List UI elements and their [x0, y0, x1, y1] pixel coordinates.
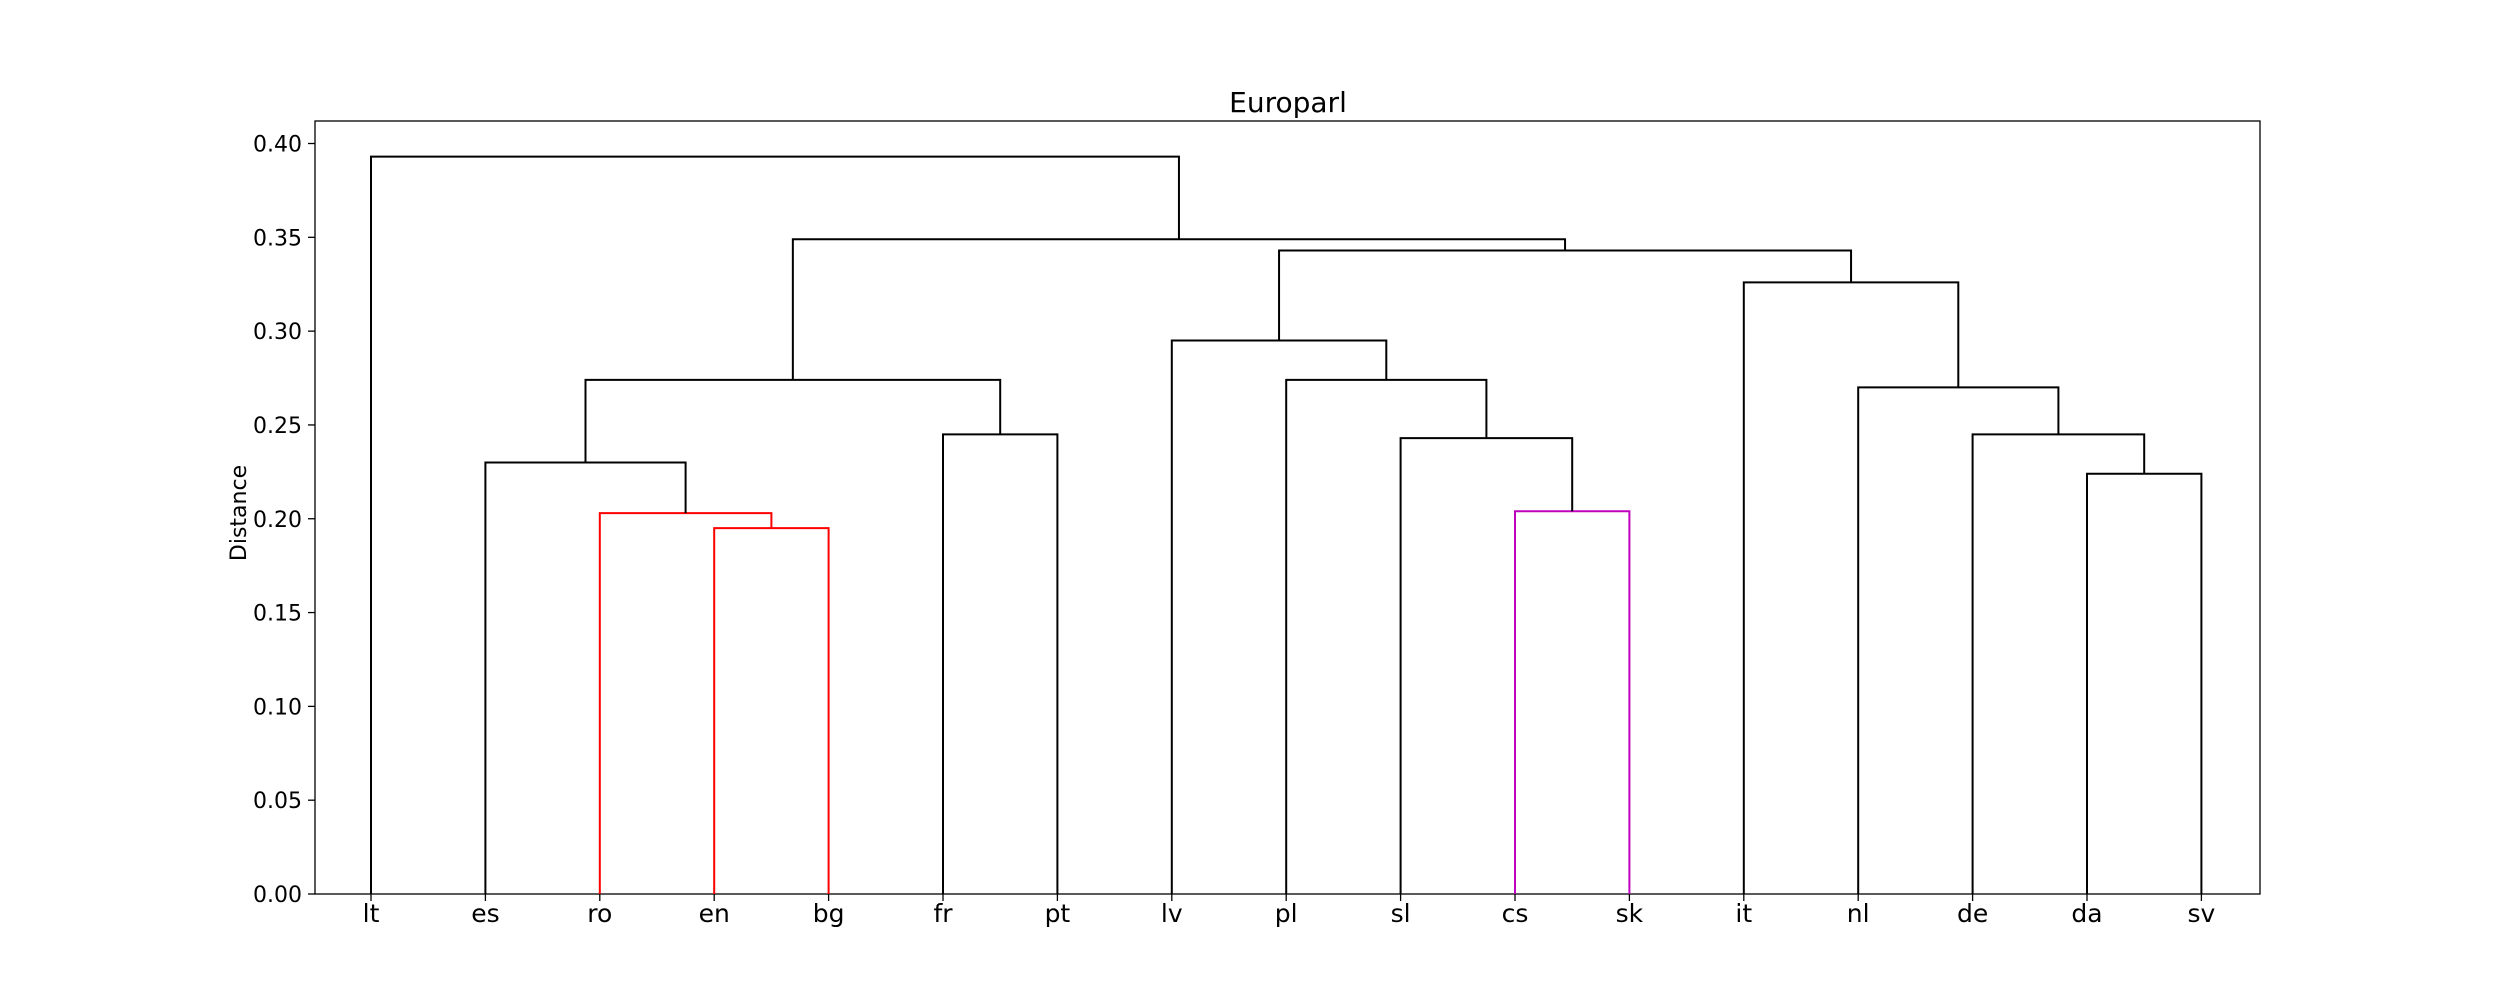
- link-es-ro-en-bg-fr-pt--lv-pl-sl-cs-sk-it-nl-de-da-sv: [791, 238, 1567, 380]
- leaf-label-cs: cs: [1502, 899, 1529, 928]
- link-nl--de-da-sv: [1857, 386, 2060, 894]
- leaf-label-da: da: [2071, 899, 2102, 928]
- link-es-ro-en-bg--fr-pt: [584, 378, 1002, 463]
- y-tick-label: 0.05: [253, 789, 302, 814]
- link-cs--sk: [1514, 510, 1631, 894]
- link-it--nl-de-da-sv: [1742, 281, 1960, 894]
- leaf-label-es: es: [471, 899, 499, 928]
- link-de--da-sv: [1971, 433, 2146, 894]
- leaf-label-pt: pt: [1045, 899, 1071, 928]
- leaf-label-lv: lv: [1161, 899, 1183, 928]
- chart-title: Europarl: [1229, 86, 1347, 119]
- link-lv--pl-sl-cs-sk: [1170, 339, 1388, 894]
- plot-area-frame: [314, 120, 2261, 895]
- link-da--sv: [2086, 472, 2203, 894]
- y-tick-label: 0.00: [253, 883, 302, 908]
- dendrogram-links: [370, 155, 2203, 894]
- y-tick-label: 0.10: [253, 695, 302, 720]
- link-en--bg: [713, 527, 830, 894]
- y-tick-label: 0.35: [253, 226, 302, 251]
- leaf-label-ro: ro: [587, 899, 612, 928]
- y-axis: 0.00 0.05 0.10 0.15 0.20 0.25 0.30 0.35 0.40: [253, 133, 315, 908]
- leaf-label-sv: sv: [2187, 899, 2215, 928]
- y-tick-label: 0.40: [253, 133, 302, 158]
- leaf-label-nl: nl: [1847, 899, 1870, 928]
- link-lv-pl-sl-cs-sk--it-nl-de-da-sv: [1278, 249, 1853, 341]
- link-es--ro-en-bg: [484, 461, 687, 894]
- link-sl--cs-sk: [1399, 437, 1574, 894]
- link-fr--pt: [942, 433, 1059, 894]
- link-pl--sl-cs-sk: [1285, 378, 1488, 894]
- link-lt--es-ro-en-bg-fr-pt-lv-pl-sl-cs-sk-it-nl-de-da-sv: [370, 155, 1180, 894]
- leaf-label-sk: sk: [1616, 899, 1644, 928]
- leaf-label-de: de: [1957, 899, 1988, 928]
- link-ro--en-bg: [598, 512, 773, 894]
- leaf-label-pl: pl: [1275, 899, 1298, 928]
- leaf-label-sl: sl: [1391, 899, 1411, 928]
- y-tick-label: 0.25: [253, 414, 302, 439]
- x-axis: lt es ro en bg fr pt lv pl sl cs sk it nl de da sv: [363, 894, 2216, 928]
- y-tick-label: 0.30: [253, 320, 302, 345]
- y-axis-label: Distance: [227, 465, 252, 561]
- y-tick-label: 0.20: [253, 508, 302, 533]
- y-tick-label: 0.15: [253, 602, 302, 627]
- leaf-label-bg: bg: [813, 899, 845, 928]
- leaf-label-it: it: [1735, 899, 1752, 928]
- leaf-label-fr: fr: [933, 899, 953, 928]
- leaf-label-lt: lt: [363, 899, 380, 928]
- leaf-label-en: en: [699, 899, 730, 928]
